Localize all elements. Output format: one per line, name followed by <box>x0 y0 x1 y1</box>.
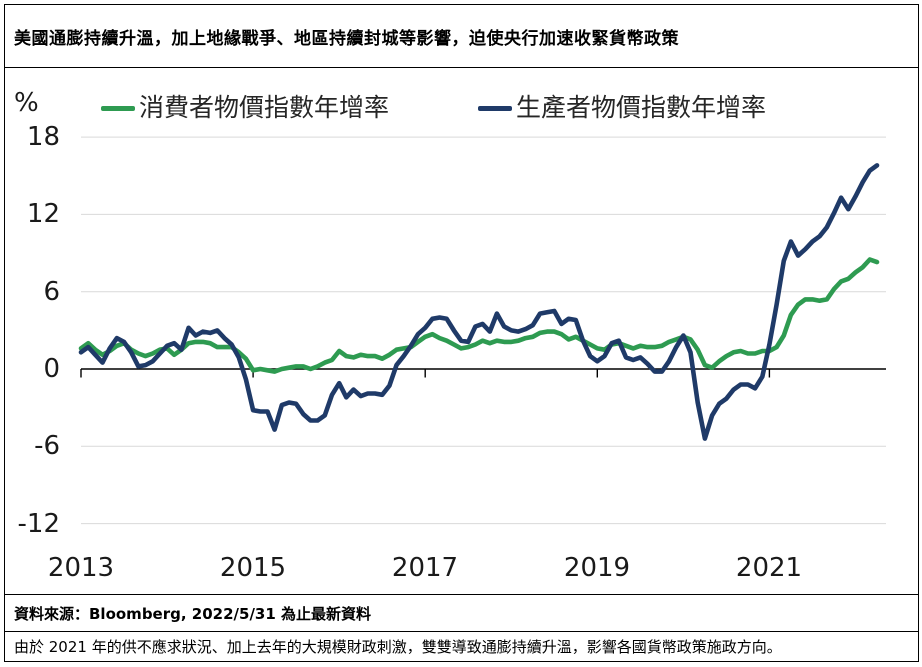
y-axis-tick-label: 12 <box>26 199 60 229</box>
y-axis-tick-label: 6 <box>43 277 60 307</box>
y-axis-tick-label: -12 <box>17 509 60 539</box>
cpi-legend-label: 消費者物價指數年增率 <box>139 93 390 122</box>
comment-bar: 由於 2021 年的供不應求狀況、加上去年的大規模財政刺激，雙雙導致通膨持續升溫… <box>4 631 919 662</box>
title-bar: 美國通膨持續升溫，加上地緣戰爭、地區持續封城等影響，迫使央行加速收緊貨幣政策 <box>4 4 919 68</box>
source-note: 資料來源：Bloomberg, 2022/5/31 為止最新資料 <box>14 604 372 623</box>
x-axis-tick-label: 2021 <box>735 553 803 583</box>
y-axis-tick-label: 18 <box>26 122 60 152</box>
chart-title: 美國通膨持續升溫，加上地緣戰爭、地區持續封城等影響，迫使央行加速收緊貨幣政策 <box>14 28 679 49</box>
source-bar: 資料來源：Bloomberg, 2022/5/31 為止最新資料 <box>4 594 919 632</box>
x-axis-tick-label: 2017 <box>391 553 459 583</box>
x-axis-tick-label: 2013 <box>47 553 115 583</box>
x-axis-tick-label: 2015 <box>219 553 287 583</box>
cpi-line <box>78 257 880 374</box>
chart-area <box>4 67 919 595</box>
comment-note: 由於 2021 年的供不應求狀況、加上去年的大規模財政刺激，雙雙導致通膨持續升溫… <box>14 638 782 656</box>
cpi-legend-swatch <box>101 105 135 111</box>
y-axis-unit-label: % <box>14 88 39 118</box>
x-axis-tick-label: 2019 <box>563 553 631 583</box>
y-axis-tick-label: 0 <box>43 354 60 384</box>
y-axis-tick-label: -6 <box>34 431 60 461</box>
ppi-legend-swatch <box>478 105 512 111</box>
legend-item-ppi: 生產者物價指數年增率 <box>478 94 766 122</box>
ppi-legend-label: 生產者物價指數年增率 <box>516 93 767 122</box>
ppi-line <box>78 163 880 441</box>
legend-item-cpi: 消費者物價指數年增率 <box>101 94 389 122</box>
